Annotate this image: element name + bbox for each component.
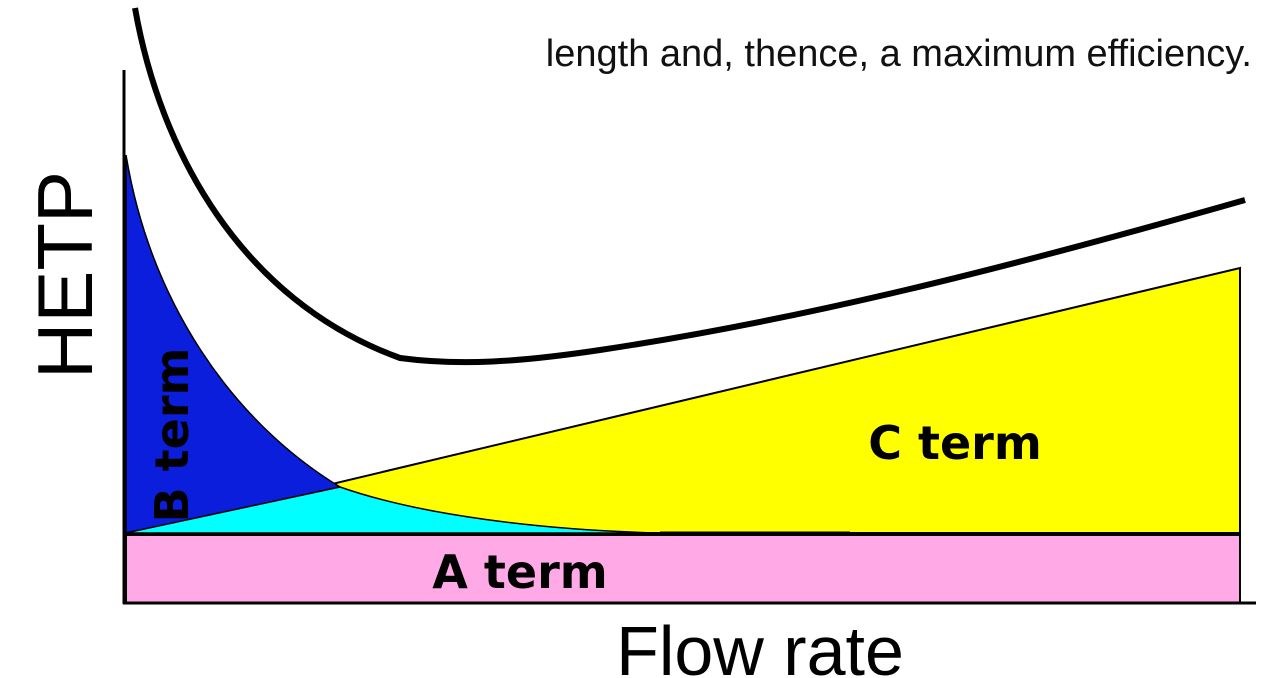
x-axis-label: Flow rate [616, 612, 904, 678]
b-term-label: B term [145, 348, 199, 523]
b-term-region [125, 154, 342, 534]
y-axis-label: HETP [21, 171, 109, 379]
overlap-region [125, 486, 661, 534]
a-term-label: A term [432, 545, 607, 599]
hetp-curve [132, 7, 1246, 366]
a-term-region [125, 534, 1241, 604]
caption: length and, thence, a maximum efficiency… [546, 33, 1252, 75]
c-term-label: C term [868, 416, 1042, 470]
